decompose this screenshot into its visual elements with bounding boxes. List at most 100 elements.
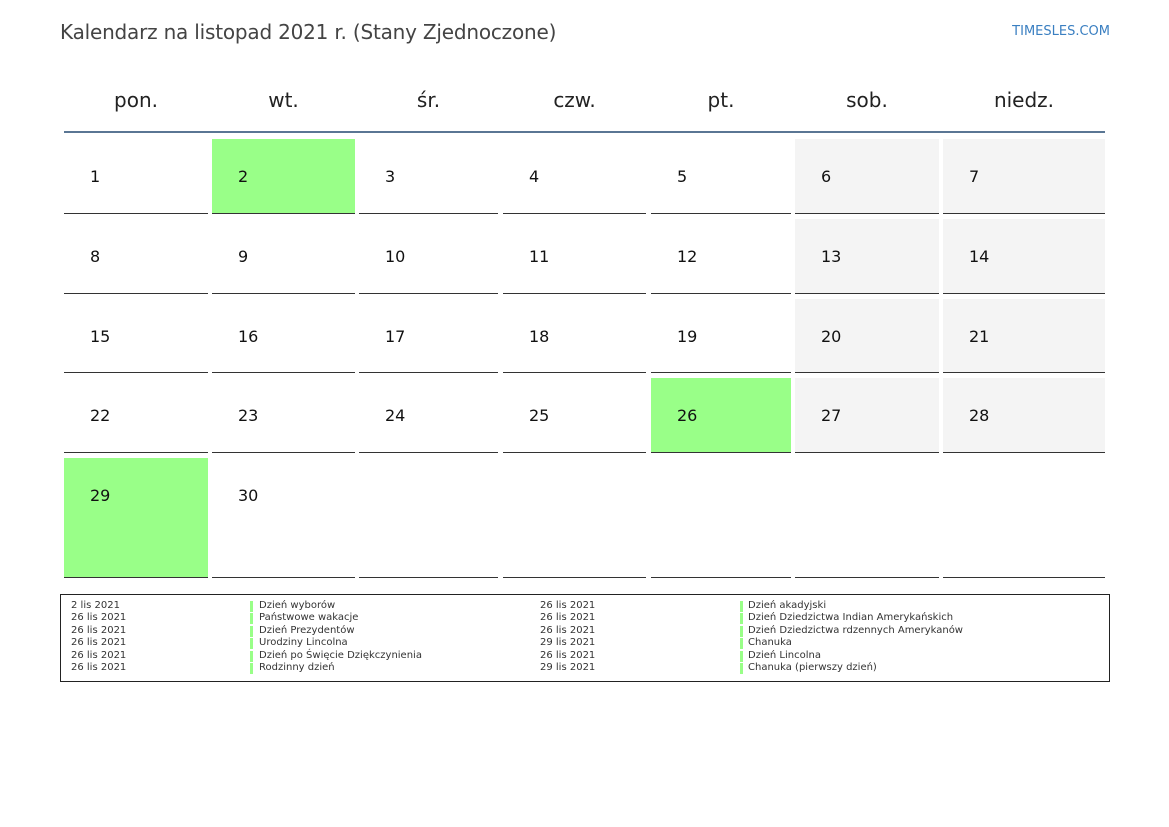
legend-entry: 26 lis 2021 Dzień Dziedzictwa Indian Amer… bbox=[61, 612, 1101, 625]
day-cell: 12 bbox=[651, 219, 791, 294]
day-cell: 2 bbox=[212, 139, 355, 214]
legend-holiday-name: Dzień Lincolna bbox=[748, 649, 821, 661]
brand-link[interactable]: TIMESLES.COM bbox=[1012, 24, 1110, 39]
legend-holiday-name: Państwowe wakacje bbox=[259, 612, 359, 624]
legend-date: 26 lis 2021 bbox=[540, 612, 596, 624]
day-cell: 18 bbox=[503, 299, 646, 373]
weekday-header-row: pon. wt. śr. czw. pt. sob. niedz. bbox=[64, 80, 1105, 120]
day-cell: 30 bbox=[212, 458, 355, 578]
legend-color-marker bbox=[250, 663, 253, 674]
weekday-header: wt. bbox=[268, 88, 299, 112]
legend-color-marker bbox=[740, 613, 743, 625]
day-cell: 26 bbox=[651, 378, 791, 453]
day-number: 9 bbox=[238, 247, 249, 266]
legend-holiday-name: Dzień Dziedzictwa rdzennych Amerykanów bbox=[748, 624, 963, 636]
legend-holiday-name: Dzień Dziedzictwa Indian Amerykańskich bbox=[748, 612, 954, 624]
legend-date: 26 lis 2021 bbox=[540, 624, 596, 636]
day-number: 5 bbox=[677, 167, 688, 186]
legend-holiday-name: Dzień po Święcie Dziękczynienia bbox=[259, 649, 422, 661]
day-number: 30 bbox=[238, 486, 259, 505]
day-cell: 28 bbox=[943, 378, 1105, 453]
legend-entry: 26 lis 2021 Rodzinny dzień bbox=[61, 662, 1101, 674]
day-number: 13 bbox=[821, 247, 842, 266]
legend-holiday-name: Chanuka bbox=[748, 637, 792, 649]
day-number: 1 bbox=[90, 167, 101, 186]
day-cell: 14 bbox=[943, 219, 1105, 294]
legend-color-marker bbox=[250, 625, 253, 637]
day-cell: 7 bbox=[943, 139, 1105, 214]
day-number: 29 bbox=[90, 486, 111, 505]
day-number: 7 bbox=[969, 167, 980, 186]
legend-date: 26 lis 2021 bbox=[540, 600, 596, 611]
day-number: 16 bbox=[238, 327, 259, 346]
legend-date: 29 lis 2021 bbox=[540, 662, 596, 673]
legend-entry: 29 lis 2021 Chanuka bbox=[61, 637, 1101, 650]
legend-entry: 26 lis 2021 Dzień akadyjski bbox=[61, 600, 1101, 612]
day-cell bbox=[943, 458, 1105, 578]
day-number: 19 bbox=[677, 327, 698, 346]
day-number: 17 bbox=[385, 327, 406, 346]
day-number: 26 bbox=[677, 406, 698, 425]
legend-date: 29 lis 2021 bbox=[540, 637, 596, 649]
header-divider bbox=[64, 131, 1105, 133]
legend-color-marker bbox=[740, 638, 743, 650]
legend-holiday-name: Urodziny Lincolna bbox=[259, 637, 348, 649]
legend-holiday-name: Dzień Prezydentów bbox=[259, 624, 355, 636]
day-number: 23 bbox=[238, 406, 259, 425]
day-number: 20 bbox=[821, 327, 842, 346]
day-cell: 17 bbox=[359, 299, 498, 373]
legend-entry: 26 lis 2021 Dzień Prezydentów bbox=[61, 625, 1101, 637]
day-cell: 4 bbox=[503, 139, 646, 214]
legend-color-marker bbox=[740, 663, 743, 674]
legend-date: 26 lis 2021 bbox=[71, 637, 127, 649]
weekday-header: pon. bbox=[114, 88, 158, 112]
legend-entry: 26 lis 2021 Państwowe wakacje bbox=[61, 612, 1101, 625]
legend-date: 26 lis 2021 bbox=[71, 649, 127, 661]
page-title: Kalendarz na listopad 2021 r. (Stany Zje… bbox=[60, 20, 557, 44]
legend-holiday-name: Rodzinny dzień bbox=[259, 662, 335, 673]
weekday-header: śr. bbox=[416, 88, 441, 112]
legend-holiday-name: Dzień akadyjski bbox=[748, 600, 827, 611]
day-number: 3 bbox=[385, 167, 396, 186]
day-number: 27 bbox=[821, 406, 842, 425]
legend-entry: 26 lis 2021 Dzień Lincolna bbox=[61, 650, 1101, 662]
legend-color-marker bbox=[250, 650, 253, 662]
day-cell bbox=[503, 458, 646, 578]
day-cell: 19 bbox=[651, 299, 791, 373]
day-cell: 3 bbox=[359, 139, 498, 214]
legend-date: 26 lis 2021 bbox=[540, 649, 596, 661]
legend-entry: 2 lis 2021 Dzień wyborów bbox=[61, 600, 1101, 612]
day-number: 15 bbox=[90, 327, 111, 346]
legend-color-marker bbox=[250, 613, 253, 625]
weekday-header: sob. bbox=[846, 88, 888, 112]
legend-date: 26 lis 2021 bbox=[71, 662, 127, 673]
legend-holiday-name: Chanuka (pierwszy dzień) bbox=[748, 662, 877, 673]
day-cell bbox=[651, 458, 791, 578]
day-cell: 11 bbox=[503, 219, 646, 294]
holiday-legend: 2 lis 2021 Dzień wyborów 26 lis 2021 Państw… bbox=[60, 594, 1110, 682]
day-number: 14 bbox=[969, 247, 990, 266]
legend-entry: 29 lis 2021 Chanuka (pierwszy dzień) bbox=[61, 662, 1101, 674]
day-number: 24 bbox=[385, 406, 406, 425]
day-number: 21 bbox=[969, 327, 990, 346]
day-cell bbox=[359, 458, 498, 578]
day-number: 11 bbox=[529, 247, 550, 266]
legend-entry: 26 lis 2021 Dzień po Święcie Dziękczynien… bbox=[61, 650, 1101, 662]
day-cell: 6 bbox=[795, 139, 939, 214]
legend-date: 26 lis 2021 bbox=[71, 624, 127, 636]
legend-entry: 26 lis 2021 Urodziny Lincolna bbox=[61, 637, 1101, 650]
day-cell: 29 bbox=[64, 458, 208, 578]
legend-date: 2 lis 2021 bbox=[71, 600, 120, 611]
day-cell: 5 bbox=[651, 139, 791, 214]
day-number: 25 bbox=[529, 406, 550, 425]
day-number: 12 bbox=[677, 247, 698, 266]
day-number: 22 bbox=[90, 406, 111, 425]
legend-color-marker bbox=[250, 601, 253, 612]
day-number: 10 bbox=[385, 247, 406, 266]
day-cell: 24 bbox=[359, 378, 498, 453]
day-number: 8 bbox=[90, 247, 101, 266]
day-number: 4 bbox=[529, 167, 540, 186]
day-cell: 27 bbox=[795, 378, 939, 453]
day-cell: 1 bbox=[64, 139, 208, 214]
day-cell: 21 bbox=[943, 299, 1105, 373]
